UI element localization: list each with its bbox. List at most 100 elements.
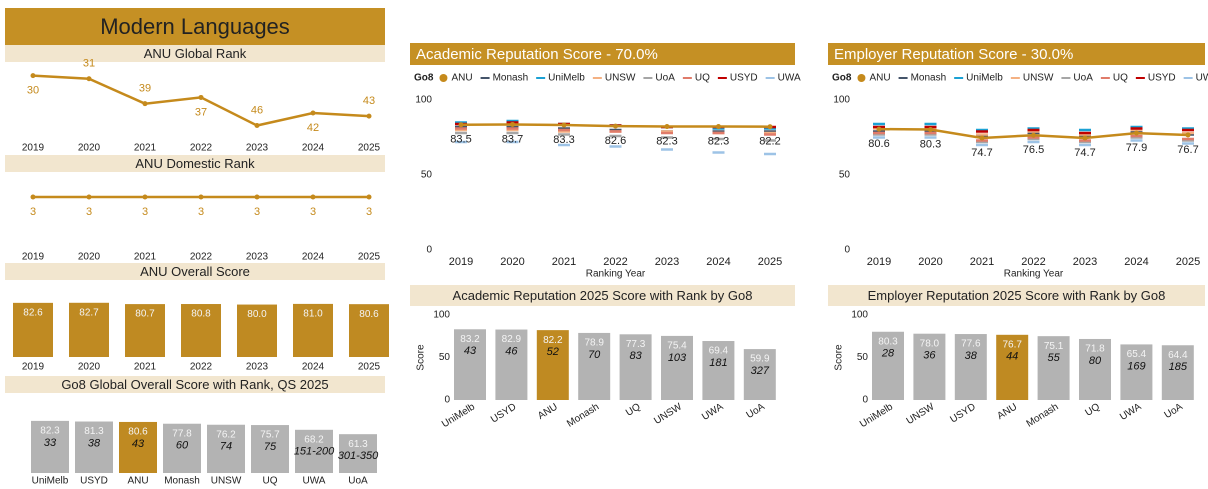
x-tick-label: 2019: [867, 256, 891, 268]
x-tick-label: 2021: [552, 256, 576, 268]
point: [366, 113, 372, 119]
bar-rank-label: 181: [709, 357, 727, 369]
y-axis-label: Score: [416, 344, 427, 371]
legend-label: ANU: [451, 73, 472, 84]
chart-title: ANU Global Rank: [144, 46, 247, 61]
data-label: 83.3: [553, 134, 574, 146]
bar: [702, 341, 735, 400]
chart-title: Employer Reputation 2025 Score with Rank…: [868, 288, 1166, 303]
bar-value-label: 75.7: [260, 430, 280, 441]
y-tick-label: 100: [851, 310, 868, 321]
bar-rank-label: 80: [1089, 355, 1102, 367]
chart-header: [828, 285, 1205, 306]
bar-rank-label: 83: [629, 350, 642, 362]
point: [876, 126, 882, 132]
bar-rank-label: 74: [220, 441, 232, 453]
legend-title: Go8: [414, 73, 434, 84]
x-tick-label: 2025: [358, 143, 381, 154]
bar: [619, 334, 652, 400]
point: [86, 194, 92, 200]
legend-label: UWA: [778, 73, 801, 84]
x-tick-label: Monash: [164, 476, 200, 487]
x-tick-label: 2022: [190, 252, 213, 263]
x-tick-label: 2021: [134, 143, 157, 154]
bar: [295, 429, 333, 473]
legend-marker: [439, 74, 448, 82]
bar-value-label: 77.6: [961, 339, 981, 350]
bar: [75, 421, 113, 473]
point: [1134, 130, 1139, 136]
x-tick-label: 2022: [603, 256, 627, 268]
bar-rank-label: 28: [881, 348, 895, 360]
chart-header: [5, 155, 385, 172]
bar-value-label: 80.0: [247, 309, 267, 320]
legend-label: UNSW: [1023, 73, 1054, 84]
x-tick-label: 2022: [1021, 256, 1045, 268]
bar-rank-label: 33: [44, 437, 57, 449]
data-label: 30: [27, 85, 39, 97]
x-tick-label: UniMelb: [32, 476, 69, 487]
x-tick-label: 2024: [302, 143, 325, 154]
data-label: 83.7: [502, 133, 523, 145]
x-tick-label: 2021: [134, 252, 157, 263]
bar-value-label: 65.4: [1127, 349, 1147, 360]
data-label: 82.2: [759, 136, 780, 148]
x-tick-label: 2023: [246, 362, 269, 373]
data-label: 74.7: [971, 147, 992, 159]
bar: [536, 330, 569, 400]
legend-label: UniMelb: [548, 73, 585, 84]
chart-header: [410, 285, 795, 306]
y-tick-label: 50: [839, 170, 851, 181]
y-tick-label: 50: [421, 170, 433, 181]
x-tick-label: UWA: [303, 476, 326, 487]
legend-label: UniMelb: [966, 73, 1003, 84]
chart-title: ANU Overall Score: [140, 264, 250, 279]
x-tick-label: 2025: [358, 362, 381, 373]
x-tick-label: 2020: [78, 362, 101, 373]
x-tick-label: ANU: [127, 476, 148, 487]
bar: [1161, 345, 1194, 400]
point: [254, 194, 260, 200]
point: [510, 121, 515, 127]
x-tick-label: USYD: [80, 476, 108, 487]
x-tick-label: 2024: [1124, 256, 1148, 268]
data-label: 3: [86, 206, 92, 218]
data-label: 3: [310, 206, 316, 218]
y-tick-label: 100: [415, 95, 432, 106]
chart-header: [5, 263, 385, 280]
x-tick-label: 2021: [134, 362, 157, 373]
x-tick-label: Monash: [565, 401, 601, 429]
bar-value-label: 80.6: [128, 427, 148, 438]
x-tick-label: UWA: [700, 401, 726, 423]
legend-label: Monash: [911, 73, 947, 84]
bar: [1120, 344, 1153, 400]
x-tick-label: USYD: [489, 401, 518, 425]
data-label: 42: [307, 122, 319, 134]
point: [198, 194, 204, 200]
bar-rank-label: 55: [1047, 352, 1060, 364]
point: [366, 194, 372, 200]
chart-header: [828, 43, 1205, 65]
data-label: 83.5: [450, 134, 471, 146]
bar-value-label: 81.3: [84, 426, 104, 437]
bar: [996, 334, 1029, 400]
data-label: 77.9: [1126, 142, 1147, 154]
bar: [743, 349, 776, 400]
bar-value-label: 76.2: [216, 429, 236, 440]
point: [1031, 132, 1036, 138]
x-tick-label: UoA: [348, 476, 368, 487]
data-label: 82.3: [656, 135, 677, 147]
bar: [661, 335, 693, 400]
y-tick-label: 50: [857, 352, 869, 363]
bar-rank-label: 103: [668, 352, 687, 364]
x-tick-label: 2020: [78, 252, 101, 263]
chart-title: ANU Domestic Rank: [135, 156, 255, 171]
x-tick-label: 2019: [22, 252, 45, 263]
bar: [181, 304, 221, 357]
legend-label: USYD: [1148, 73, 1176, 84]
legend-marker: [857, 74, 866, 82]
x-tick-label: 2021: [970, 256, 994, 268]
x-tick-label: 2025: [358, 252, 381, 263]
x-tick-label: 2023: [246, 143, 269, 154]
